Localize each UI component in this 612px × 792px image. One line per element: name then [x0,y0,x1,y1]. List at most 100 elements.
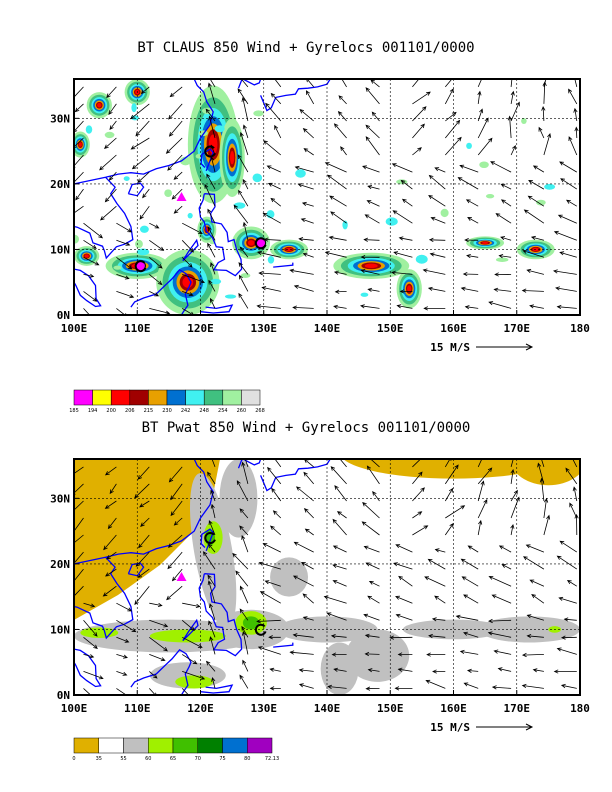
cloud-speck [179,156,192,166]
wind-arrow [105,568,117,577]
wind-arrow [142,188,150,199]
wind-arrow [207,208,216,224]
wind-arrow [303,471,315,485]
wind-arrow [331,652,347,657]
wind-arrow [526,268,544,275]
cloud-contour [78,142,82,147]
wind-arrow [327,684,347,689]
wind-arrow [391,163,413,173]
wind-arrow [268,635,281,640]
wind-arrow [168,103,183,120]
wind-arrow [463,682,479,689]
wind-arrow [559,161,578,173]
cloud-speck [385,217,398,226]
wind-arrow [181,257,193,268]
wind-arrow [463,631,479,638]
x-tick-label: 120E [187,702,214,715]
wind-arrow [362,501,380,519]
wind-arrow [300,218,314,224]
wind-arrow [241,535,249,553]
wind-arrow [412,471,423,485]
wind-arrow [239,246,249,258]
wind-arrow [272,510,282,519]
wind-arrow [488,618,512,624]
wind-arrow [235,570,249,587]
wind-arrow [170,500,183,517]
coastline [74,79,214,185]
wind-arrow [149,222,160,229]
coastlines [74,459,331,695]
wind-arrow [74,171,84,183]
wind-arrow [301,201,314,207]
wind-arrow [336,511,347,519]
colorbar-swatch [148,389,168,406]
wind-arrow [74,568,84,585]
y-tick-label: 10N [50,623,70,636]
wind-arrow [333,270,347,275]
coastline [130,648,192,695]
colorbar-label: 80 [244,756,250,762]
wind-arrow [510,144,516,156]
wind-arrow [477,117,489,139]
wind-arrow [466,254,479,259]
gyre-triangle-marker [176,192,187,201]
wind-arrow [501,564,512,570]
wind-arrow [434,595,446,604]
colorbar-label: 194 [88,408,98,414]
wind-arrow [556,304,577,310]
wind-arrow [149,636,168,652]
grid-lines [74,459,580,695]
wind-arrow [106,86,117,99]
x-tick-label: 160E [440,702,467,715]
wind-arrow [258,271,281,276]
wind-arrow [491,594,512,604]
wind-arrow [295,486,314,502]
wind-arrow [324,251,347,258]
wind-arrow [168,466,183,483]
vector-scale-arrow [476,343,534,351]
wind-arrow [83,654,95,659]
wind-arrow [271,487,282,502]
wind-arrow [83,273,95,278]
wind-arrow [559,540,578,553]
wind-arrow [553,669,577,674]
wind-arrow [135,551,150,567]
wind-arrow [427,286,446,292]
pwat-high-area [175,675,214,689]
wind-arrow [211,677,216,689]
wind-arrow [529,304,544,309]
wind-arrow [237,88,249,105]
x-tick-label: 110E [124,702,151,715]
wind-arrow [209,636,216,655]
wind-arrow [465,199,479,207]
wind-arrow [521,683,544,689]
wind-arrow [464,238,479,243]
wind-arrow [444,487,454,502]
x-tick-label: 140E [314,702,341,715]
wind-arrow [83,620,98,637]
wind-arrow [181,240,195,253]
wind-arrow [327,174,347,190]
wind-arrow [337,110,347,122]
pwat-moist-area [345,629,410,682]
cloud-contour [285,247,293,252]
y-tick-label: 10N [50,243,70,256]
wind-arrow [208,115,216,139]
wind-arrow [74,551,84,564]
wind-arrow [181,619,196,631]
wind-arrow [368,581,380,587]
wind-arrow [240,79,249,88]
wind-arrow [497,667,512,672]
wind-arrow [332,518,347,536]
wind-arrow [445,111,457,122]
wind-arrow [371,111,380,122]
wind-arrow [365,124,380,139]
wind-arrow [241,625,249,638]
wind-arrow [266,165,281,173]
colorbar-swatch [98,737,124,754]
wind-arrow [572,486,578,502]
wind-arrow [528,179,545,190]
wind-arrow [397,667,413,672]
wind-arrow [289,650,314,655]
